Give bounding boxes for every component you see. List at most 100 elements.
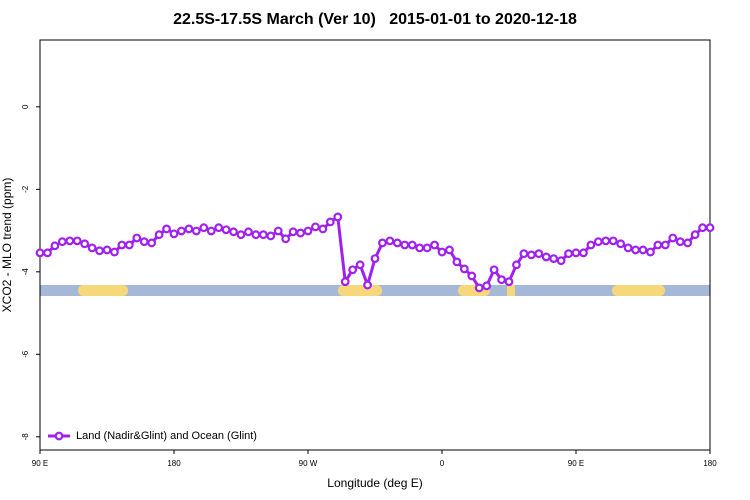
point — [638, 245, 648, 255]
point — [392, 238, 402, 248]
legend-label: Land (Nadir&Glint) and Ocean (Glint) — [76, 430, 257, 442]
point — [199, 223, 209, 233]
point — [355, 260, 365, 270]
point — [660, 240, 670, 250]
point — [281, 234, 291, 244]
point — [251, 230, 261, 240]
land-band — [507, 285, 515, 296]
y-tick-label: 0 — [21, 104, 30, 109]
point — [422, 243, 432, 253]
point — [534, 249, 544, 259]
point — [258, 230, 268, 240]
point — [221, 225, 231, 235]
point — [72, 236, 82, 246]
point — [102, 245, 112, 255]
point — [132, 233, 142, 243]
x-tick-label: 0 — [440, 459, 445, 468]
point — [162, 224, 171, 234]
point — [445, 245, 454, 255]
point — [549, 254, 559, 264]
legend-marker — [54, 431, 64, 441]
chart-title: 22.5S-17.5S March (Ver 10) 2015-01-01 to… — [173, 11, 577, 28]
point — [385, 236, 395, 246]
y-axis-label: XCO2 - MLO trend (ppm) — [0, 178, 14, 313]
point — [556, 256, 566, 266]
land-band — [612, 285, 665, 296]
point — [363, 280, 372, 290]
point — [608, 236, 618, 246]
point — [154, 230, 164, 240]
land-band — [78, 285, 128, 296]
point — [57, 237, 67, 247]
point — [698, 223, 707, 233]
point — [504, 277, 514, 287]
point — [244, 227, 253, 237]
point — [273, 226, 283, 236]
series-line — [40, 214, 710, 290]
point — [50, 241, 60, 251]
point — [437, 247, 447, 257]
point — [690, 230, 700, 240]
point — [452, 257, 462, 267]
point — [482, 281, 492, 291]
point — [117, 240, 127, 250]
point — [601, 236, 611, 246]
point — [370, 254, 380, 264]
point — [80, 239, 90, 249]
point — [65, 236, 75, 246]
point — [564, 249, 573, 259]
x-tick-label: 90 E — [568, 459, 584, 468]
point — [169, 229, 179, 239]
point — [683, 238, 693, 248]
point — [474, 283, 484, 293]
point — [340, 277, 350, 287]
point — [303, 226, 313, 236]
land-ocean-band — [40, 285, 710, 296]
point — [586, 240, 596, 250]
point — [497, 275, 506, 285]
point — [311, 222, 320, 232]
point — [43, 248, 52, 258]
x-axis-label: Longitude (deg E) — [327, 476, 422, 490]
point — [266, 231, 276, 241]
point — [147, 238, 157, 248]
point — [87, 243, 97, 253]
land-band — [338, 285, 382, 296]
point — [512, 260, 521, 270]
point — [526, 250, 536, 260]
x-tick-label: 180 — [167, 459, 181, 468]
point — [214, 223, 224, 233]
point — [459, 264, 469, 274]
plot-frame — [39, 39, 711, 451]
point — [184, 224, 194, 234]
point — [623, 243, 633, 253]
point — [593, 237, 603, 247]
point — [378, 238, 387, 248]
point — [296, 228, 305, 238]
x-tick-label: 180 — [703, 459, 717, 468]
point — [288, 227, 298, 237]
y-tick-label: -8 — [21, 433, 30, 441]
point — [415, 243, 425, 253]
point — [489, 265, 499, 275]
point — [191, 226, 201, 236]
x-tick-label: 90 E — [32, 459, 48, 468]
point — [407, 240, 417, 250]
point — [318, 224, 328, 234]
point — [430, 240, 439, 250]
point — [206, 226, 216, 236]
point — [571, 248, 581, 258]
point — [236, 230, 246, 240]
point — [616, 239, 626, 249]
point — [177, 226, 186, 236]
point — [631, 245, 640, 255]
point — [519, 249, 529, 259]
point — [668, 233, 678, 243]
point — [653, 240, 663, 250]
point — [705, 223, 715, 233]
x-tick-label: 90 W — [299, 459, 318, 468]
point — [110, 247, 119, 257]
y-tick-label: -4 — [21, 268, 30, 276]
point — [675, 237, 685, 247]
